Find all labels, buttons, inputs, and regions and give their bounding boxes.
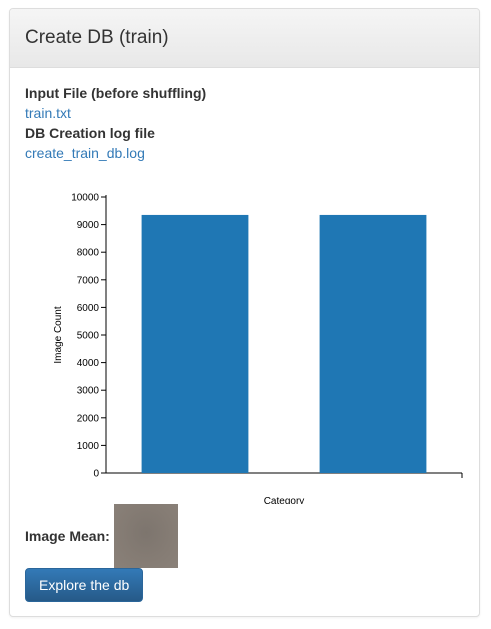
chart-svg: 0 1000 2000 3000 4000 5000 6000 7000 8000 9000 100… [53, 193, 463, 507]
panel-title: Create DB (train) [25, 27, 169, 48]
image-mean-row: Image Mean: [25, 504, 178, 568]
panel-heading: Create DB (train) [10, 9, 479, 68]
y-tick-label: 7000 [77, 275, 100, 286]
image-mean-label: Image Mean: [25, 528, 110, 544]
x-axis-label: Category [264, 496, 305, 504]
panel-body: Input File (before shuffling) train.txt … [10, 68, 479, 163]
bar [141, 214, 249, 473]
explore-db-button[interactable]: Explore the db [25, 568, 144, 602]
y-tick-label: 6000 [77, 303, 100, 314]
y-tick-label: 0 [93, 469, 99, 480]
bar [319, 214, 427, 473]
y-tick-label: 2000 [77, 413, 100, 424]
y-tick-label: 4000 [77, 358, 100, 369]
y-tick-label: 5000 [77, 331, 100, 342]
y-tick-label: 3000 [77, 386, 100, 397]
input-file-label: Input File (before shuffling) [25, 85, 207, 101]
log-file-label: DB Creation log file [25, 125, 155, 141]
y-tick-label: 10000 [71, 193, 99, 204]
image-mean-thumbnail [113, 504, 178, 568]
category-chart: 0 1000 2000 3000 4000 5000 6000 7000 8000 9000 100… [36, 184, 476, 507]
y-axis-label: Image Count [53, 306, 64, 363]
y-tick-label: 9000 [77, 220, 100, 231]
create-db-panel: Create DB (train) Input File (before shu… [9, 8, 480, 617]
log-file-link[interactable]: create_train_db.log [25, 145, 145, 161]
y-tick-label: 8000 [77, 248, 100, 259]
y-tick-label: 1000 [77, 441, 100, 452]
input-file-link[interactable]: train.txt [25, 105, 71, 121]
